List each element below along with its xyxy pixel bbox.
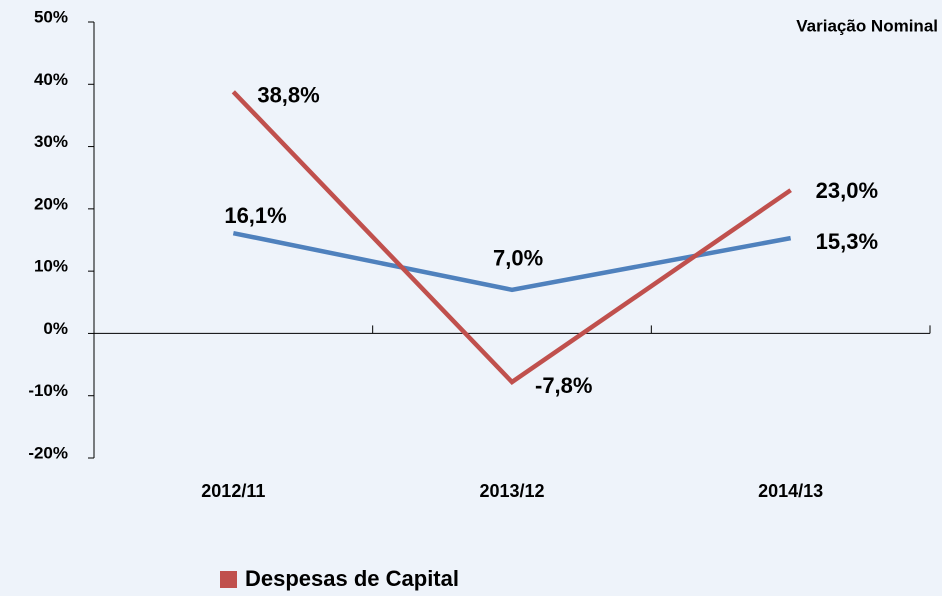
y-tick-label: 50% — [34, 7, 68, 26]
data-label: -7,8% — [535, 373, 592, 398]
y-tick-label: -10% — [28, 381, 68, 400]
annotation: Variação Nominal — [796, 16, 938, 35]
data-label: 16,1% — [224, 203, 286, 228]
legend-label: Despesas de Capital — [245, 566, 459, 591]
x-tick-label: 2014/13 — [758, 481, 823, 501]
data-label: 23,0% — [816, 178, 878, 203]
y-tick-label: 40% — [34, 70, 68, 89]
y-tick-label: 20% — [34, 194, 68, 213]
line-series — [231, 90, 792, 385]
data-label: 15,3% — [816, 229, 878, 254]
y-tick-label: -20% — [28, 443, 68, 462]
x-tick-label: 2013/12 — [479, 481, 544, 501]
data-label: 7,0% — [493, 246, 543, 271]
y-tick-label: 10% — [34, 257, 68, 276]
y-tick-label: 0% — [43, 319, 68, 338]
x-tick-label: 2012/11 — [201, 481, 265, 501]
data-label: 38,8% — [257, 83, 319, 108]
legend-swatch — [220, 571, 237, 588]
y-tick-label: 30% — [34, 132, 68, 151]
